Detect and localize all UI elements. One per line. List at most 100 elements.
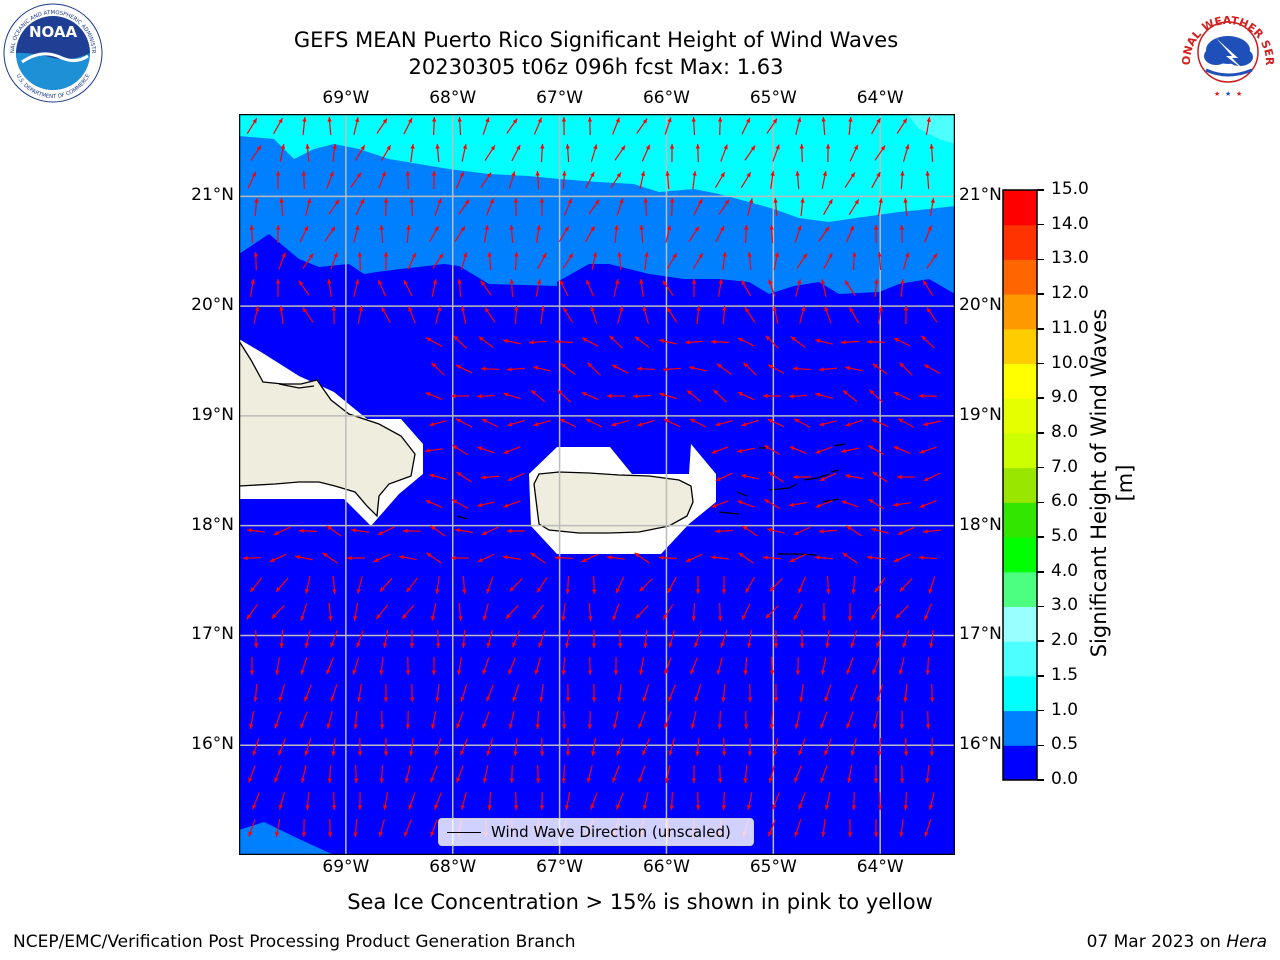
wind-wave-arrow [357, 737, 363, 757]
wind-wave-arrow [355, 198, 365, 216]
colorbar-band [1003, 745, 1037, 781]
colorbar-tick-label: 1.0 [1051, 699, 1079, 720]
wind-wave-arrow [872, 711, 879, 729]
wind-wave-arrow [799, 629, 805, 649]
wind-wave-arrow [353, 818, 358, 838]
colorbar-tick-label: 14.0 [1051, 213, 1089, 234]
wind-wave-arrow [326, 171, 334, 189]
wind-wave-arrow [457, 278, 462, 298]
wind-wave-arrow [668, 630, 676, 648]
wind-wave-arrow [508, 171, 516, 189]
wind-wave-arrow [770, 171, 775, 189]
colorbar-tick-label: 2.0 [1051, 630, 1079, 651]
wind-wave-arrow [874, 577, 886, 593]
wind-wave-arrow [562, 253, 574, 269]
wind-wave-arrow [899, 578, 913, 592]
wind-wave-arrow [689, 365, 707, 372]
lon-label-bottom: 68°W [429, 857, 477, 877]
wind-wave-arrow [696, 305, 701, 325]
wind-wave-arrow [477, 553, 495, 563]
wind-wave-arrow [794, 711, 801, 729]
wind-wave-arrow [247, 171, 257, 189]
colorbar-tick-mark [1037, 328, 1044, 330]
wind-wave-arrow [430, 819, 438, 837]
wind-wave-arrow [454, 226, 466, 242]
wind-wave-arrow [540, 305, 545, 325]
wind-wave-arrow [406, 577, 418, 593]
wind-wave-arrow [617, 683, 622, 703]
wind-wave-arrow [533, 117, 543, 135]
wind-wave-arrow [800, 197, 805, 217]
wind-wave-arrow [275, 819, 281, 837]
wind-wave-arrow [356, 576, 363, 594]
colorbar-tick-mark [1037, 293, 1044, 295]
wind-wave-arrow [617, 629, 623, 649]
wind-wave-arrow [737, 447, 755, 453]
wind-wave-arrow [820, 657, 827, 675]
lon-label-bottom: 65°W [749, 857, 797, 877]
wind-wave-arrow [435, 683, 440, 703]
wind-wave-arrow [769, 224, 774, 244]
colorbar-band [1003, 571, 1037, 607]
wind-wave-arrow [431, 656, 437, 676]
wave-height-band-1.0-1.5 [239, 114, 955, 222]
wind-wave-arrow [565, 683, 571, 703]
wind-wave-arrow [872, 363, 888, 375]
wind-wave-arrow [565, 737, 571, 757]
wind-wave-arrow [722, 251, 727, 271]
wind-wave-arrow [403, 117, 413, 135]
footer-date: 07 Mar 2023 on Hera [1086, 932, 1267, 952]
lon-label-top: 66°W [642, 88, 690, 108]
wind-wave-arrow [455, 418, 473, 428]
wind-wave-arrow [561, 764, 566, 784]
wind-wave-arrow [279, 305, 284, 325]
wind-wave-arrow [561, 602, 566, 622]
wind-wave-arrow [434, 792, 442, 810]
wind-wave-arrow [503, 500, 521, 508]
wind-wave-arrow [616, 198, 624, 216]
wind-wave-arrow [899, 818, 904, 838]
wind-wave-arrow [743, 764, 748, 784]
wind-wave-arrow [737, 337, 755, 347]
wind-wave-arrow [922, 280, 934, 296]
colorbar-tick-label: 11.0 [1051, 317, 1089, 338]
wind-wave-arrow [924, 225, 932, 243]
wind-wave-arrow [877, 198, 883, 216]
wind-wave-arrow [332, 575, 337, 595]
wind-wave-arrow [590, 306, 598, 324]
wind-wave-arrow [918, 555, 938, 560]
wind-wave-arrow [506, 367, 526, 372]
wind-wave-arrow [383, 792, 389, 810]
wind-wave-arrow [407, 252, 417, 270]
wind-wave-arrow [480, 366, 500, 372]
wind-wave-arrow [665, 225, 672, 243]
wind-wave-arrow [609, 335, 623, 349]
wind-wave-arrow [451, 499, 469, 509]
wind-wave-arrow [826, 575, 831, 595]
colorbar-tick-label: 4.0 [1051, 560, 1079, 581]
colorbar-band [1003, 537, 1037, 573]
wind-wave-arrow [406, 224, 411, 244]
wind-wave-arrow [482, 603, 489, 621]
wind-wave-arrow [480, 475, 500, 480]
wind-wave-arrow [662, 367, 682, 372]
wind-wave-arrow [424, 448, 444, 453]
wind-wave-arrow [670, 197, 675, 217]
wind-wave-arrow [841, 500, 859, 508]
wind-wave-arrow [632, 394, 652, 399]
wind-wave-arrow [561, 656, 566, 676]
chart-subtitle: 20230305 t06z 096h fcst Max: 1.63 [408, 55, 784, 79]
colorbar-tick-label: 0.5 [1051, 734, 1079, 755]
wind-wave-arrow [331, 791, 337, 811]
wind-wave-arrow [847, 765, 853, 783]
wind-wave-arrow [539, 684, 544, 702]
wind-wave-arrow [242, 555, 262, 561]
wind-wave-arrow [846, 711, 854, 729]
wind-wave-arrow [743, 656, 748, 676]
wind-wave-arrow [435, 143, 440, 163]
wind-wave-arrow [434, 738, 442, 756]
wind-wave-arrow [328, 199, 340, 215]
wind-wave-arrow [819, 472, 837, 482]
wind-wave-arrow [246, 118, 258, 134]
wind-wave-arrow [868, 498, 884, 510]
